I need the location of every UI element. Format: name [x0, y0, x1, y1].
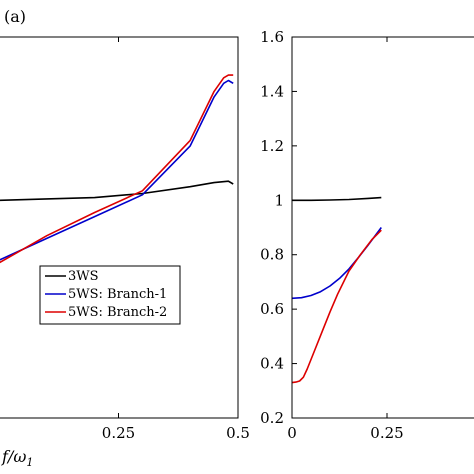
panel-a-xlabel: f/ω1 — [1, 447, 33, 469]
legend: 3WS 5WS: Branch-1 5WS: Branch-2 — [39, 265, 181, 325]
panel-b-y-tick-label-4: 0.8 — [260, 246, 284, 264]
panel-b-y-tick-label-6: 0.4 — [260, 355, 284, 373]
panel-a-ticks — [118, 37, 239, 418]
panel-a-series-line-1 — [0, 79, 234, 261]
panel-a-series-line-0 — [0, 180, 234, 202]
xlabel-main: f/ — [1, 447, 15, 466]
panel-a: (a) 0.25 0.5 f/ω1 3WS 5WS: Branch-1 5WS: … — [0, 7, 250, 469]
panel-b-ticks — [291, 36, 388, 419]
panel-b-x-tick-label-1: 0.25 — [370, 424, 403, 442]
panel-a-tick-labels: 0.25 0.5 — [102, 424, 250, 442]
panel-b-y-tick-label-5: 0.6 — [260, 300, 284, 318]
legend-label-branch-1: 5WS: Branch-1 — [68, 287, 167, 302]
panel-b-series-line-0 — [292, 196, 382, 202]
panel-b-y-tick-label-0: 1.6 — [260, 28, 284, 46]
panel-b-y-tick-label-1: 1.4 — [260, 82, 284, 100]
panel-b-y-tick-label-3: 1 — [274, 191, 284, 209]
panel-b-x-tick-label-0: 0 — [287, 424, 297, 442]
panel-a-label: (a) — [4, 7, 26, 26]
xlabel-omega: ω — [13, 447, 26, 466]
panel-b-series-line-2 — [291, 229, 382, 384]
panel-b-y-tick-label-2: 1.2 — [260, 137, 284, 155]
legend-label-3ws: 3WS — [68, 269, 99, 284]
legend-label-branch-2: 5WS: Branch-2 — [68, 305, 167, 320]
panel-a-x-tick-label-1: 0.5 — [226, 424, 250, 442]
panel-b-series-line-1 — [291, 227, 382, 300]
panel-a-frame — [0, 36, 239, 419]
panel-a-series-line-2 — [0, 74, 234, 264]
panel-a-series — [0, 74, 234, 264]
xlabel-sub: 1 — [26, 456, 33, 469]
panel-b-tick-labels: 0 0.25 1.6 1.4 1.2 1 0.8 0.6 0.4 0.2 — [260, 28, 404, 442]
panel-b: 0 0.25 1.6 1.4 1.2 1 0.8 0.6 0.4 0.2 — [260, 28, 474, 442]
panel-b-y-tick-label-7: 0.2 — [260, 409, 284, 427]
panel-a-x-tick-label-0: 0.25 — [102, 424, 135, 442]
panel-b-series — [291, 196, 382, 384]
panel-b-frame — [291, 36, 474, 419]
